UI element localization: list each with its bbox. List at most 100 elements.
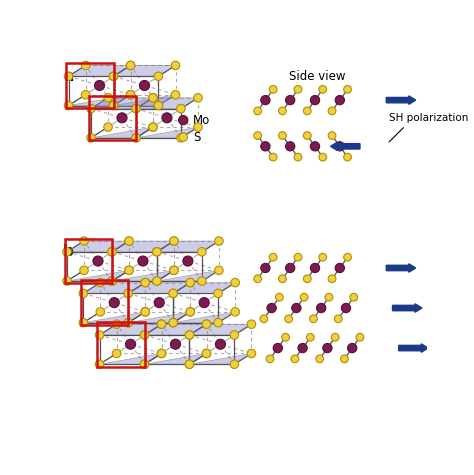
Circle shape <box>323 343 332 352</box>
Circle shape <box>186 278 194 287</box>
Circle shape <box>141 308 149 316</box>
Circle shape <box>140 360 149 369</box>
Circle shape <box>79 289 88 298</box>
Circle shape <box>179 115 188 125</box>
Circle shape <box>185 331 194 339</box>
Polygon shape <box>190 353 251 364</box>
Polygon shape <box>83 283 145 294</box>
Circle shape <box>124 318 133 327</box>
Circle shape <box>108 247 116 256</box>
Polygon shape <box>145 353 207 364</box>
Circle shape <box>82 91 90 99</box>
Circle shape <box>279 107 286 115</box>
Circle shape <box>170 237 178 245</box>
Circle shape <box>267 304 276 313</box>
Circle shape <box>149 94 157 102</box>
Circle shape <box>247 349 255 358</box>
Circle shape <box>341 355 348 363</box>
FancyArrow shape <box>330 142 360 151</box>
Circle shape <box>292 304 301 313</box>
Circle shape <box>162 113 172 123</box>
Circle shape <box>254 107 262 115</box>
Circle shape <box>64 72 73 80</box>
Circle shape <box>139 80 149 91</box>
Circle shape <box>126 61 135 70</box>
Polygon shape <box>91 127 153 138</box>
Circle shape <box>153 247 161 256</box>
Polygon shape <box>112 270 174 281</box>
Circle shape <box>171 61 180 70</box>
Circle shape <box>170 237 178 245</box>
Polygon shape <box>136 98 198 109</box>
Circle shape <box>80 266 88 275</box>
Circle shape <box>310 315 317 323</box>
Circle shape <box>285 142 295 151</box>
Circle shape <box>279 275 286 283</box>
Circle shape <box>202 349 211 358</box>
Bar <box>66 63 113 108</box>
Polygon shape <box>157 270 219 281</box>
Circle shape <box>109 298 119 308</box>
Circle shape <box>261 142 270 151</box>
Circle shape <box>170 266 178 275</box>
Circle shape <box>214 289 222 298</box>
Circle shape <box>247 320 255 328</box>
Circle shape <box>157 320 166 328</box>
Circle shape <box>64 101 73 110</box>
Circle shape <box>185 331 194 339</box>
Circle shape <box>126 91 135 99</box>
Circle shape <box>335 263 345 273</box>
Circle shape <box>185 360 194 369</box>
Circle shape <box>132 104 140 113</box>
Circle shape <box>132 133 140 142</box>
Circle shape <box>319 86 327 93</box>
Circle shape <box>294 86 302 93</box>
Circle shape <box>269 153 277 161</box>
Circle shape <box>291 355 299 363</box>
Polygon shape <box>113 95 175 105</box>
Text: Mo: Mo <box>193 114 210 127</box>
Circle shape <box>335 95 345 105</box>
Circle shape <box>125 266 133 275</box>
Circle shape <box>347 343 357 352</box>
Bar <box>81 280 128 325</box>
Circle shape <box>275 294 283 301</box>
Circle shape <box>138 256 148 266</box>
Circle shape <box>95 331 104 339</box>
Circle shape <box>298 343 307 352</box>
Circle shape <box>125 237 133 245</box>
Circle shape <box>303 107 311 115</box>
Circle shape <box>186 308 194 316</box>
Circle shape <box>350 294 357 301</box>
Circle shape <box>331 333 339 341</box>
Circle shape <box>132 133 140 142</box>
Circle shape <box>87 104 95 113</box>
Circle shape <box>319 153 327 161</box>
Circle shape <box>231 308 239 316</box>
Circle shape <box>87 133 95 142</box>
Circle shape <box>310 142 319 151</box>
Circle shape <box>140 360 149 369</box>
Circle shape <box>294 153 302 161</box>
Circle shape <box>179 133 188 142</box>
Polygon shape <box>173 283 235 294</box>
Circle shape <box>215 237 223 245</box>
Circle shape <box>79 318 88 327</box>
Circle shape <box>202 320 211 328</box>
Polygon shape <box>91 98 153 109</box>
Circle shape <box>335 142 345 151</box>
Polygon shape <box>100 353 162 364</box>
Circle shape <box>285 95 295 105</box>
Circle shape <box>154 101 163 110</box>
Circle shape <box>328 275 336 283</box>
Circle shape <box>356 333 364 341</box>
Circle shape <box>183 256 193 266</box>
Circle shape <box>170 266 178 275</box>
Circle shape <box>285 315 292 323</box>
Circle shape <box>344 153 351 161</box>
Circle shape <box>93 256 103 266</box>
Circle shape <box>254 275 262 283</box>
Circle shape <box>141 308 149 316</box>
Circle shape <box>109 72 118 80</box>
Polygon shape <box>128 283 190 294</box>
